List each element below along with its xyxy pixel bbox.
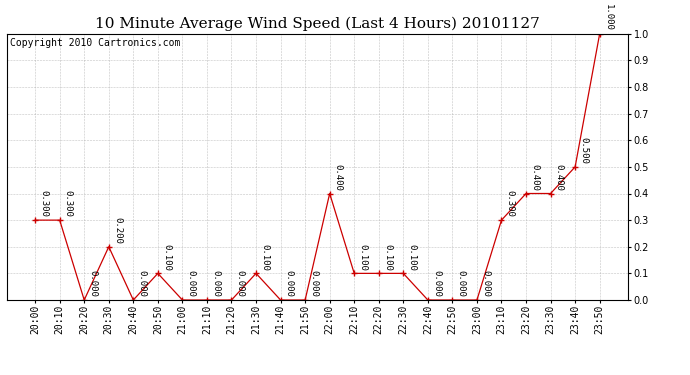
Text: 0.300: 0.300 bbox=[64, 190, 73, 217]
Text: 0.300: 0.300 bbox=[39, 190, 48, 217]
Text: 0.000: 0.000 bbox=[432, 270, 441, 297]
Text: Copyright 2010 Cartronics.com: Copyright 2010 Cartronics.com bbox=[10, 38, 180, 48]
Text: 0.000: 0.000 bbox=[88, 270, 97, 297]
Text: 0.100: 0.100 bbox=[162, 244, 171, 271]
Text: 0.500: 0.500 bbox=[580, 137, 589, 164]
Text: 0.200: 0.200 bbox=[113, 217, 122, 244]
Text: 0.000: 0.000 bbox=[137, 270, 146, 297]
Text: 0.100: 0.100 bbox=[383, 244, 392, 271]
Text: 0.400: 0.400 bbox=[530, 164, 539, 191]
Text: 0.400: 0.400 bbox=[334, 164, 343, 191]
Text: 0.100: 0.100 bbox=[260, 244, 269, 271]
Text: 0.100: 0.100 bbox=[408, 244, 417, 271]
Title: 10 Minute Average Wind Speed (Last 4 Hours) 20101127: 10 Minute Average Wind Speed (Last 4 Hou… bbox=[95, 17, 540, 31]
Text: 1.000: 1.000 bbox=[604, 4, 613, 31]
Text: 0.000: 0.000 bbox=[186, 270, 195, 297]
Text: 0.000: 0.000 bbox=[211, 270, 220, 297]
Text: 0.000: 0.000 bbox=[236, 270, 245, 297]
Text: 0.100: 0.100 bbox=[358, 244, 367, 271]
Text: 0.300: 0.300 bbox=[506, 190, 515, 217]
Text: 0.000: 0.000 bbox=[457, 270, 466, 297]
Text: 0.000: 0.000 bbox=[481, 270, 490, 297]
Text: 0.400: 0.400 bbox=[555, 164, 564, 191]
Text: 0.000: 0.000 bbox=[309, 270, 318, 297]
Text: 0.000: 0.000 bbox=[285, 270, 294, 297]
